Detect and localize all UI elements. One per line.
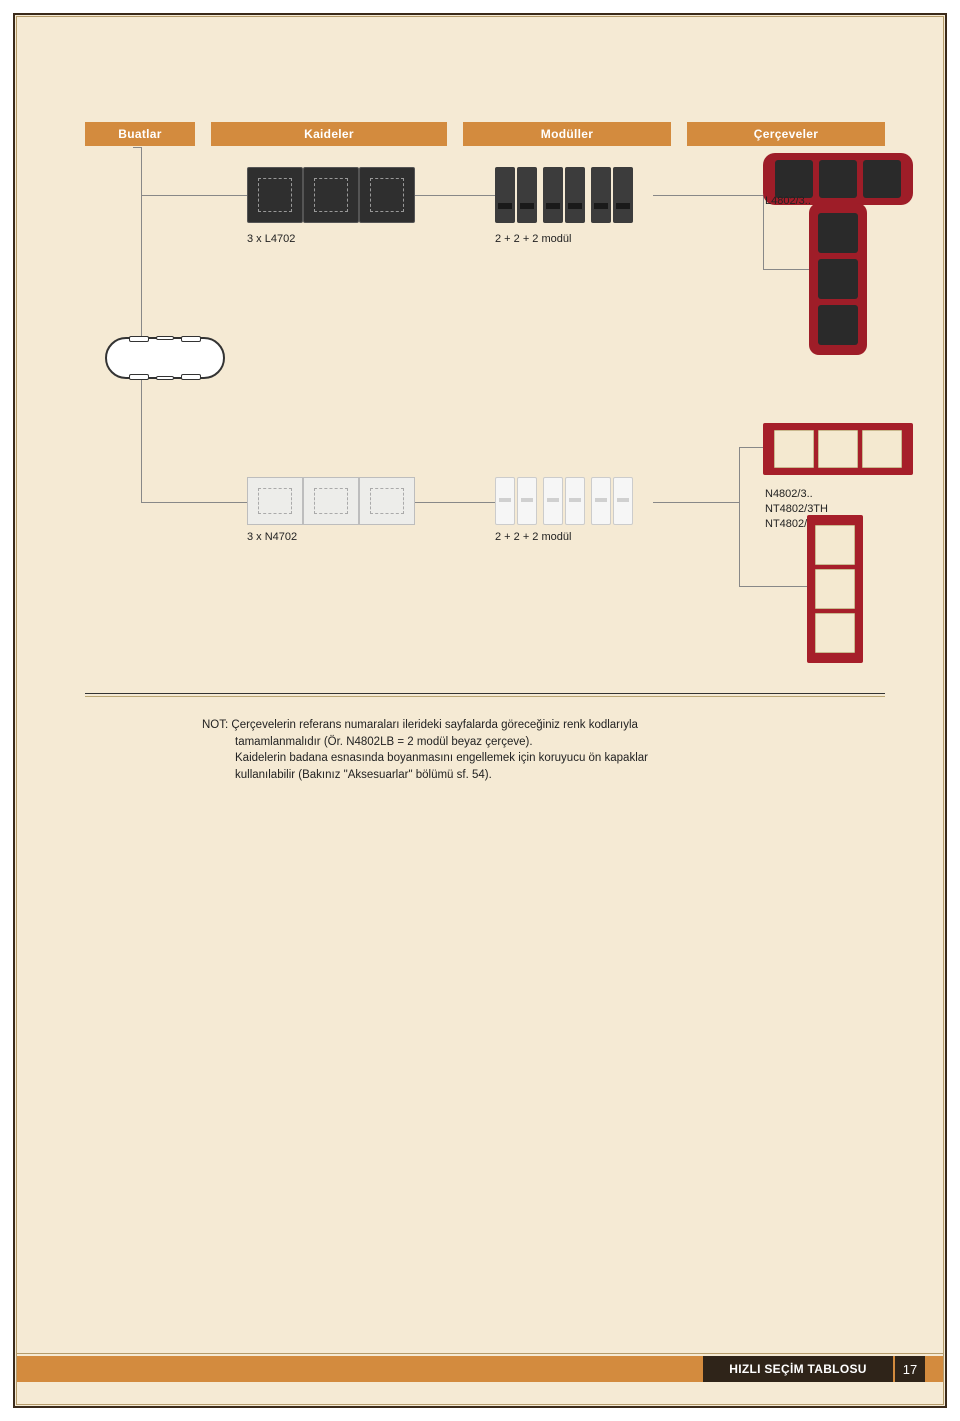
connector-line [141,502,247,503]
connector-line [141,147,142,502]
switch-icon [517,167,537,223]
kaide-module-icon [359,477,415,525]
separator-line [85,693,885,694]
diagram-area: 3 x L4702 2 + 2 + 2 modül L [85,147,885,667]
frame-red-vertical [809,203,867,355]
frame-slot [818,430,858,468]
switch-icon [613,477,633,525]
note-line: Kaidelerin badana esnasında boyanmasını … [202,750,842,767]
kaide-module-icon [359,167,415,223]
footer-tab: HIZLI SEÇİM TABLOSU [703,1356,893,1382]
connector-line [739,586,807,587]
switch-icon [495,477,515,525]
kaide-label: 3 x N4702 [247,531,297,543]
header-buatlar: Buatlar [85,122,195,146]
switch-icon [543,477,563,525]
frame-slot [818,213,858,253]
frame-slot [863,160,901,198]
switch-icon [565,477,585,525]
page-inner-border: Buatlar Kaideler Modüller Çerçeveler 3 x… [16,16,944,1405]
frame-slot [775,160,813,198]
modul-dark-222 [495,167,633,223]
modul-label: 2 + 2 + 2 modül [495,531,571,543]
page: Buatlar Kaideler Modüller Çerçeveler 3 x… [13,13,947,1408]
kaide-module-icon [247,477,303,525]
buat-outline-icon [105,337,225,379]
frame-slot [774,430,814,468]
frame-slot [818,305,858,345]
kaide-label: 3 x L4702 [247,233,295,245]
switch-icon [517,477,537,525]
frame-red-vertical-2 [807,515,863,663]
frame-slot [815,569,855,609]
connector-line [763,269,809,270]
header-kaideler: Kaideler [211,122,447,146]
frame-label: N4802/3.. [765,487,829,502]
connector-line [133,147,141,148]
note-block: NOT: Çerçevelerin referans numaraları il… [202,717,842,784]
header-cerceveler: Çerçeveler [687,122,885,146]
modul-light-222 [495,477,633,525]
frame-red-horizontal-2 [763,423,913,475]
connector-line [415,502,495,503]
connector-line [653,502,739,503]
switch-icon [591,167,611,223]
modul-label: 2 + 2 + 2 modül [495,233,571,245]
note-line: tamamlanmalıdır (Ör. N4802LB = 2 modül b… [202,734,842,751]
kaide-module-icon [303,167,359,223]
frame-slot [815,613,855,653]
connector-line [415,195,495,196]
header-row: Buatlar Kaideler Modüller Çerçeveler [85,122,885,146]
kaide-light-3x [247,477,415,525]
frame-slot [818,259,858,299]
connector-line [739,447,763,448]
note-line: NOT: Çerçevelerin referans numaraları il… [202,717,842,734]
switch-icon [543,167,563,223]
connector-line [739,502,740,586]
connector-line [763,195,764,269]
frame-slot [862,430,902,468]
kaide-module-icon [247,167,303,223]
page-number: 17 [895,1356,925,1382]
footer-rule [17,1353,943,1354]
connector-line [739,447,740,502]
switch-icon [495,167,515,223]
switch-icon [613,167,633,223]
connector-line [141,195,247,196]
frame-slot [815,525,855,565]
kaide-dark-3x [247,167,447,227]
switch-icon [565,167,585,223]
switch-icon [591,477,611,525]
frame-slot [819,160,857,198]
kaide-module-icon [303,477,359,525]
connector-line [653,195,763,196]
note-line: kullanılabilir (Bakınız "Aksesuarlar" bö… [202,767,842,784]
frame-label: L4802/3.. [765,195,811,207]
separator-line [85,696,885,697]
header-moduller: Modüller [463,122,671,146]
